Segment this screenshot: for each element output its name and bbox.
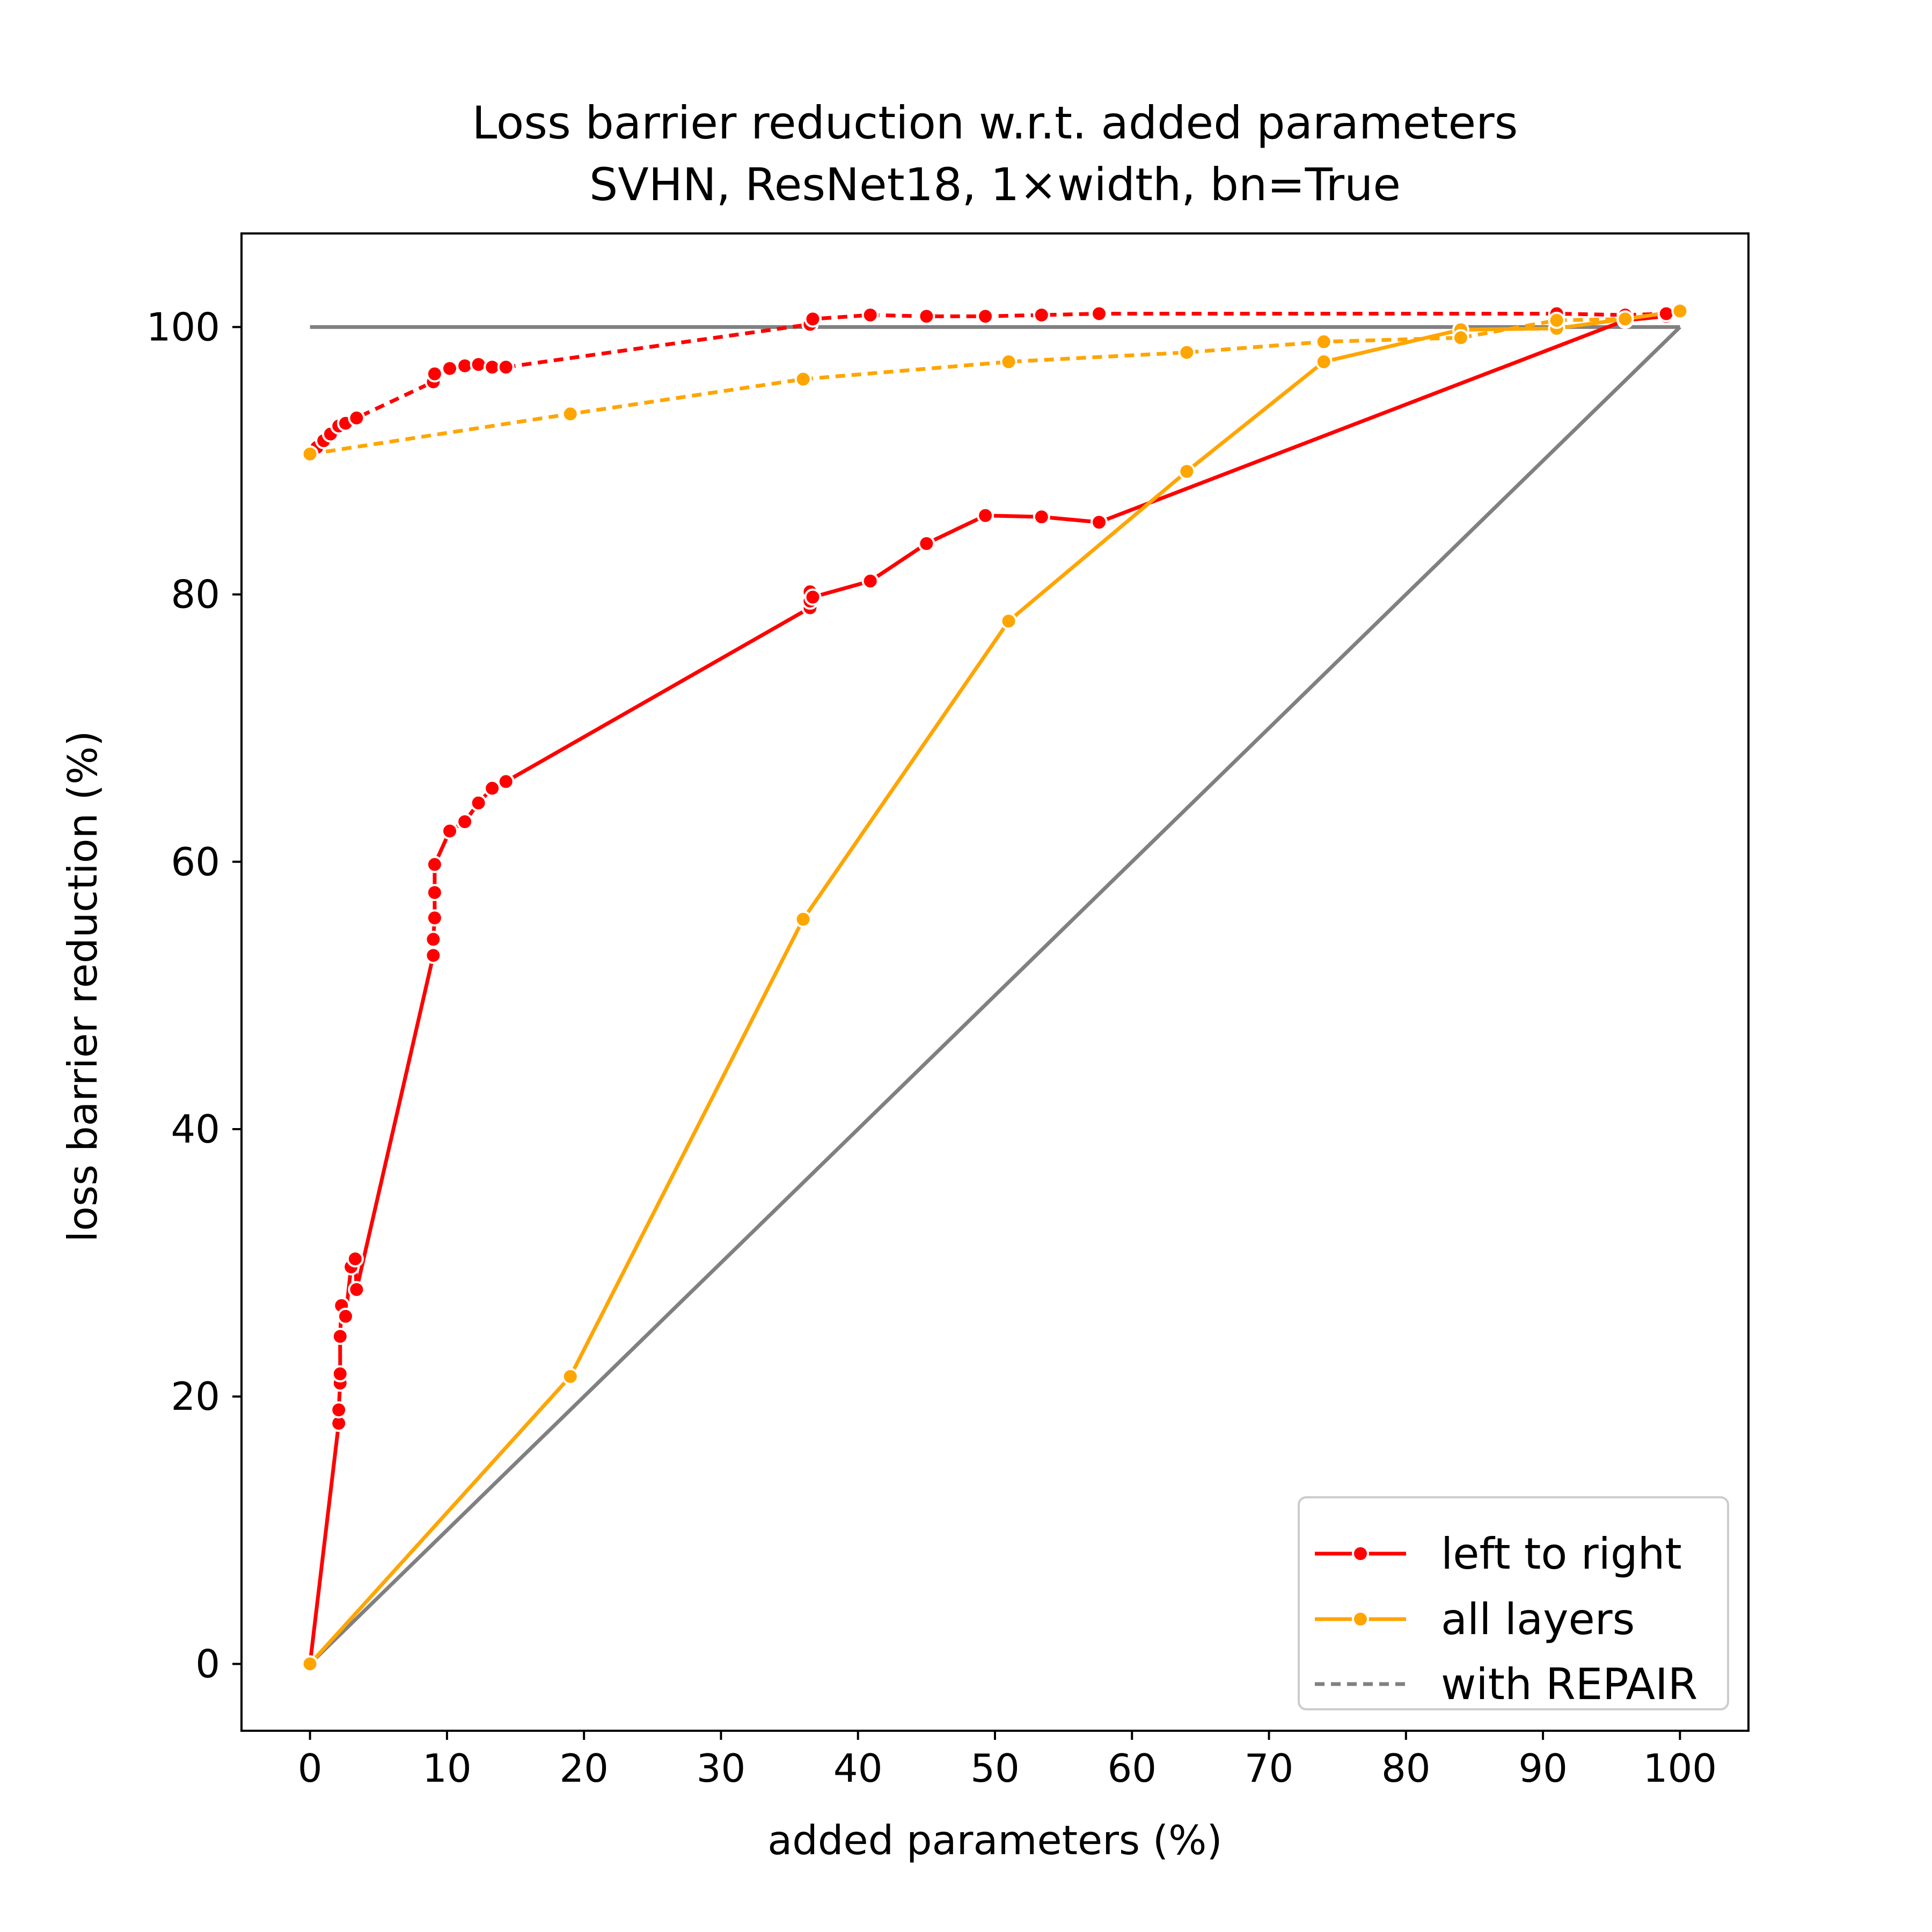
x-tick-label: 10: [422, 1746, 472, 1791]
data-point-left-to-right-repair: [1091, 305, 1108, 323]
data-point-all-layers: [1178, 463, 1196, 480]
y-tick-label: 60: [171, 839, 220, 884]
marker-layer: [301, 302, 1689, 1673]
series-line-all-layers-repair: [310, 309, 1680, 456]
data-point-left-to-right: [918, 535, 935, 552]
y-axis-label: loss barrier reduction (%): [59, 730, 106, 1242]
data-point-left-to-right: [456, 813, 474, 831]
y-tick-label: 0: [195, 1641, 220, 1686]
data-point-left-to-right: [426, 909, 443, 927]
legend: left to right all layers with REPAIR: [1298, 1496, 1729, 1710]
data-point-left-to-right: [330, 1401, 348, 1419]
legend-swatch-marker: [1352, 1611, 1369, 1628]
data-point-left-to-right: [497, 773, 515, 791]
data-point-left-to-right: [337, 1307, 354, 1325]
data-point-left-to-right-repair: [918, 308, 935, 325]
data-point-all-layers: [1000, 612, 1018, 630]
reference-lines: [309, 325, 1681, 1665]
data-point-all-layers: [1315, 353, 1333, 371]
legend-swatch-marker: [1352, 1545, 1369, 1562]
data-point-left-to-right-repair: [426, 365, 443, 383]
data-point-left-to-right-repair: [441, 360, 458, 377]
y-tick-label: 80: [171, 572, 220, 617]
data-point-all-layers-repair: [561, 405, 579, 423]
data-point-left-to-right: [861, 572, 879, 590]
data-point-left-to-right: [346, 1250, 364, 1268]
data-point-left-to-right: [425, 947, 442, 964]
series-line-all-layers: [309, 309, 1680, 1665]
data-point-left-to-right: [331, 1328, 349, 1345]
data-point-all-layers-repair: [1000, 353, 1018, 371]
y-tick-label: 40: [171, 1107, 220, 1152]
legend-label: left to right: [1441, 1529, 1682, 1579]
data-point-left-to-right: [348, 1280, 365, 1298]
data-point-left-to-right: [470, 794, 487, 812]
x-axis-ticks: 0 10 20 30 40 50 60 70 80 90 100: [298, 1731, 1717, 1791]
data-point-left-to-right: [425, 931, 442, 948]
data-point-left-to-right-repair: [1033, 306, 1050, 324]
data-point-all-layers-repair: [1616, 310, 1634, 328]
data-point-left-to-right-repair: [861, 306, 879, 324]
legend-items: left to right all layers with REPAIR: [1315, 1529, 1697, 1709]
legend-label: all layers: [1441, 1594, 1635, 1644]
data-point-left-to-right: [426, 855, 443, 873]
y-tick-label: 100: [147, 304, 220, 349]
x-axis-label: added parameters (%): [767, 1817, 1222, 1864]
data-point-all-layers-repair: [1452, 329, 1469, 347]
y-axis-ticks: 0 20 40 60 80 100: [147, 304, 241, 1686]
data-point-left-to-right: [977, 507, 994, 524]
x-tick-label: 70: [1245, 1746, 1294, 1791]
data-point-all-layers-repair: [1178, 343, 1196, 361]
data-point-left-to-right-repair: [977, 308, 994, 325]
x-tick-label: 40: [833, 1746, 883, 1791]
reference-line-diagonal: [309, 325, 1681, 1665]
data-point-left-to-right: [804, 588, 822, 606]
series-line-left-to-right-repair: [309, 309, 1681, 456]
legend-label: with REPAIR: [1441, 1659, 1697, 1709]
x-tick-label: 0: [298, 1746, 323, 1791]
y-tick-label: 20: [171, 1374, 220, 1419]
data-point-all-layers-repair: [1315, 333, 1333, 350]
x-tick-label: 100: [1643, 1746, 1717, 1791]
data-point-left-to-right: [426, 884, 443, 902]
x-tick-label: 30: [697, 1746, 746, 1791]
data-point-all-layers: [301, 1655, 319, 1673]
x-tick-label: 60: [1107, 1746, 1157, 1791]
data-point-left-to-right-repair: [804, 310, 822, 328]
chart-subtitle: SVHN, ResNet18, 1×width, bn=True: [589, 158, 1401, 211]
data-point-left-to-right: [1091, 514, 1108, 531]
data-point-left-to-right: [441, 822, 458, 840]
data-point-all-layers-repair: [1671, 302, 1689, 320]
x-tick-label: 20: [559, 1746, 609, 1791]
x-tick-label: 90: [1518, 1746, 1568, 1791]
x-tick-label: 50: [970, 1746, 1020, 1791]
data-point-all-layers: [561, 1367, 579, 1385]
data-point-left-to-right-repair: [1657, 305, 1675, 323]
data-point-left-to-right-repair: [348, 409, 365, 427]
data-point-left-to-right-repair: [470, 356, 487, 374]
data-point-all-layers-repair: [1548, 311, 1565, 329]
data-point-left-to-right: [484, 779, 501, 797]
chart-title: Loss barrier reduction w.r.t. added para…: [472, 97, 1518, 149]
legend-box: [1298, 1496, 1729, 1710]
data-point-left-to-right: [1033, 508, 1050, 526]
data-point-left-to-right-repair: [497, 358, 515, 376]
data-point-all-layers-repair: [301, 445, 319, 463]
x-tick-label: 80: [1381, 1746, 1431, 1791]
data-point-all-layers-repair: [794, 370, 812, 388]
data-point-all-layers: [794, 910, 812, 928]
data-point-left-to-right: [331, 1365, 349, 1382]
